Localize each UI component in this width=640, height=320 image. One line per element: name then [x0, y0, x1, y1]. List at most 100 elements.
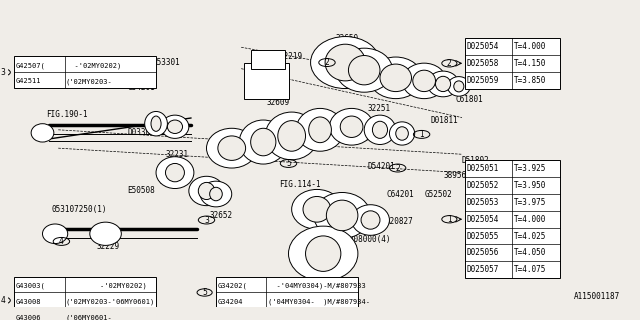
Text: 32258: 32258	[392, 83, 416, 92]
Ellipse shape	[305, 236, 341, 271]
Text: T=3.925: T=3.925	[515, 164, 547, 173]
Ellipse shape	[351, 205, 389, 235]
Ellipse shape	[314, 193, 371, 238]
Text: 032008000(4): 032008000(4)	[336, 236, 391, 244]
Ellipse shape	[207, 128, 257, 168]
Text: ('04MY0304-  )M/#807934-: ('04MY0304- )M/#807934-	[268, 299, 370, 305]
Text: T=3.850: T=3.850	[515, 76, 547, 85]
Ellipse shape	[402, 63, 446, 99]
Text: E50508: E50508	[127, 187, 156, 196]
Text: D025059: D025059	[467, 76, 499, 85]
Ellipse shape	[296, 108, 344, 151]
Text: -'02MY0202): -'02MY0202)	[66, 62, 121, 69]
Ellipse shape	[454, 81, 464, 92]
Ellipse shape	[361, 211, 380, 229]
Bar	[14, 276, 156, 320]
Text: D025058: D025058	[467, 59, 499, 68]
Text: 4: 4	[59, 237, 64, 246]
Ellipse shape	[364, 115, 396, 145]
Ellipse shape	[218, 136, 246, 160]
Text: T=4.050: T=4.050	[515, 248, 547, 257]
Text: ('02MY0203-'06MY0601): ('02MY0203-'06MY0601)	[66, 299, 155, 305]
Ellipse shape	[447, 76, 470, 96]
Text: 32609: 32609	[266, 98, 289, 107]
Text: 2: 2	[447, 59, 452, 68]
Text: FIG.114-1: FIG.114-1	[279, 180, 321, 189]
Bar	[465, 38, 560, 89]
Text: G43008: G43008	[15, 299, 41, 305]
Text: T=4.075: T=4.075	[515, 265, 547, 274]
Text: 5: 5	[286, 159, 291, 168]
Ellipse shape	[435, 76, 451, 92]
Ellipse shape	[189, 176, 224, 206]
Text: D54201: D54201	[367, 162, 395, 171]
Text: T=4.025: T=4.025	[515, 232, 547, 241]
Ellipse shape	[145, 111, 168, 136]
Text: 32652: 32652	[210, 211, 233, 220]
Text: 32219: 32219	[279, 52, 302, 61]
Text: 32650: 32650	[336, 34, 359, 43]
Ellipse shape	[372, 121, 388, 138]
Text: T=3.950: T=3.950	[515, 181, 547, 190]
Bar	[216, 276, 358, 308]
Bar	[251, 50, 285, 69]
Ellipse shape	[325, 44, 365, 81]
Text: T=4.150: T=4.150	[515, 59, 547, 68]
Ellipse shape	[289, 226, 358, 281]
Text: -'02MY0202): -'02MY0202)	[66, 283, 147, 289]
Ellipse shape	[310, 36, 380, 89]
Text: 1: 1	[419, 130, 424, 139]
Text: D01811: D01811	[431, 116, 458, 125]
Ellipse shape	[200, 181, 232, 207]
Text: 32295: 32295	[310, 260, 333, 269]
Text: D025054: D025054	[467, 215, 499, 224]
Ellipse shape	[210, 187, 222, 201]
Text: D025056: D025056	[467, 248, 499, 257]
Text: T=4.000: T=4.000	[515, 42, 547, 51]
Text: A115001187: A115001187	[573, 292, 620, 301]
Text: 1: 1	[447, 215, 452, 224]
Bar	[465, 160, 560, 278]
Text: 32231: 32231	[166, 150, 189, 159]
Text: 32229: 32229	[96, 242, 119, 251]
Ellipse shape	[326, 200, 358, 231]
Ellipse shape	[198, 182, 214, 200]
Text: D03301: D03301	[127, 128, 156, 137]
Ellipse shape	[330, 108, 374, 145]
Text: 32296: 32296	[159, 177, 182, 186]
Text: -'04MY0304)-M/#807933: -'04MY0304)-M/#807933	[268, 283, 365, 289]
Ellipse shape	[168, 120, 182, 133]
Text: D025057: D025057	[467, 265, 499, 274]
Text: 38956: 38956	[443, 171, 466, 180]
Ellipse shape	[239, 120, 287, 164]
Text: 5: 5	[202, 288, 207, 297]
Text: ('06MY0601-: ('06MY0601-	[66, 315, 113, 320]
Text: G42507(: G42507(	[15, 62, 45, 69]
Ellipse shape	[336, 48, 392, 92]
Text: ('02MY0203-: ('02MY0203-	[66, 78, 113, 85]
Text: D51802: D51802	[462, 156, 490, 165]
Text: 4: 4	[0, 296, 5, 305]
Ellipse shape	[413, 70, 435, 92]
Ellipse shape	[251, 128, 276, 156]
Text: 32251: 32251	[367, 104, 390, 113]
Text: 053107250(1): 053107250(1)	[52, 205, 108, 214]
Text: 2: 2	[396, 164, 400, 172]
Ellipse shape	[340, 116, 363, 138]
Text: G34204: G34204	[217, 299, 243, 305]
Text: A20827: A20827	[387, 217, 414, 226]
Ellipse shape	[161, 115, 189, 138]
Text: FIG.114-1: FIG.114-1	[336, 134, 378, 143]
Ellipse shape	[156, 157, 194, 188]
Text: G42511: G42511	[15, 78, 41, 84]
Text: G43006: G43006	[15, 315, 41, 320]
Text: 3: 3	[204, 215, 209, 225]
Ellipse shape	[90, 222, 122, 245]
Ellipse shape	[31, 124, 54, 142]
Text: D025054: D025054	[467, 42, 499, 51]
Bar	[244, 62, 289, 99]
Text: T=4.000: T=4.000	[515, 215, 547, 224]
Ellipse shape	[265, 112, 318, 160]
Ellipse shape	[151, 116, 161, 131]
Ellipse shape	[380, 64, 412, 92]
